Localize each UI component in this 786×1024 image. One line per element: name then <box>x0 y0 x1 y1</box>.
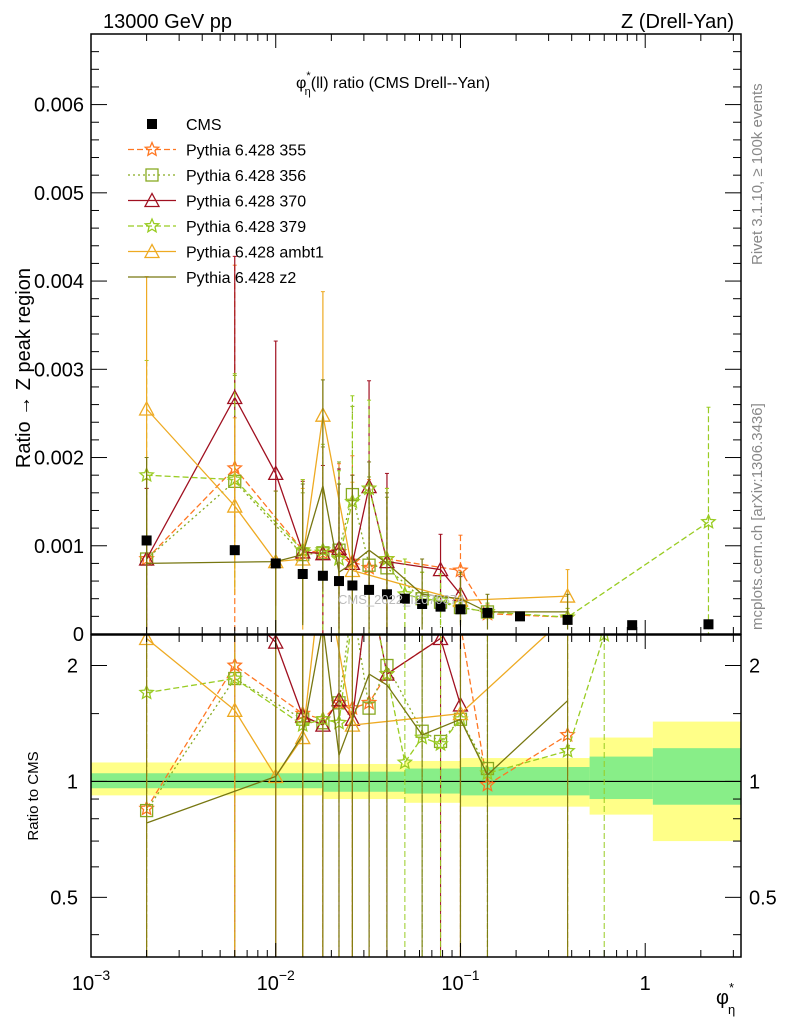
legend-label: Pythia 6.428 370 <box>186 194 306 211</box>
series-6 <box>144 379 570 634</box>
ratio-line <box>146 635 548 778</box>
uncertainty-band-inner <box>652 748 741 805</box>
y-tick-label: 0.002 <box>34 448 84 470</box>
legend-label: CMS <box>186 117 222 134</box>
x-tick-label: 10−1 <box>441 967 479 995</box>
x-tick-label: 10−2 <box>257 967 295 995</box>
data-point <box>482 607 493 618</box>
y-tick-label: 0.006 <box>34 95 84 117</box>
data-point <box>229 545 240 556</box>
uncertainty-band-inner <box>91 773 323 789</box>
ratio-line <box>267 635 462 726</box>
main-title: φ* η(ll) ratio (CMS Drell--Yan) <box>296 70 490 98</box>
series-1 <box>138 264 576 634</box>
legend-entry: Pythia 6.428 355 <box>128 140 306 160</box>
data-point <box>562 614 573 625</box>
ratio-y-tick-label: 1 <box>67 771 78 793</box>
mcplots-label: mcplots.cern.ch [arXiv:1306.3436] <box>749 403 766 630</box>
watermark: CMS_2022_I2079374 <box>338 592 465 607</box>
ratio-plot-area <box>91 635 741 957</box>
series-5 <box>138 276 576 634</box>
data-point <box>317 570 328 581</box>
ratio-point <box>432 735 449 752</box>
ratio-y-tick-label-right: 2 <box>749 655 760 677</box>
ratio-y-tick-label: 0.5 <box>50 887 78 909</box>
header-left: 13000 GeV pp <box>103 11 232 33</box>
series-line <box>146 474 709 618</box>
x-tick-label: 1 <box>640 973 651 995</box>
data-point <box>297 569 308 579</box>
legend-entry: Pythia 6.428 356 <box>128 168 306 185</box>
ratio-point <box>226 701 243 717</box>
y-tick-label: 0.005 <box>34 183 84 205</box>
data-point <box>270 558 281 569</box>
legend-marker <box>143 140 161 157</box>
data-point <box>399 593 410 604</box>
main-axes: 0 0.001 0.002 0.003 0.004 0.005 0.006 <box>34 33 741 646</box>
legend-marker <box>147 119 157 129</box>
legend-label: Pythia 6.428 356 <box>186 168 306 185</box>
main-ylabel: Ratio → Z peak region <box>13 268 35 468</box>
rivet-version-label: Rivet 3.1.10, ≥ 100k events <box>749 83 766 265</box>
legend-entry: Pythia 6.428 z2 <box>128 270 296 287</box>
ratio-panel: 0.5 0.5 1 1 2 2 10−3 10−2 10−1 1 Ratio to CMS φ* η <box>25 634 777 1017</box>
legend-marker <box>145 168 159 182</box>
legend-marker <box>143 243 161 259</box>
main-panel: 0 0.001 0.002 0.003 0.004 0.005 0.006 CMS_2022… <box>13 33 742 646</box>
ratio-panel-frame <box>90 634 742 958</box>
series-line <box>146 408 568 602</box>
ratio-y-tick-label: 2 <box>67 655 78 677</box>
legend-label: Pythia 6.428 z2 <box>186 270 296 287</box>
data-point <box>455 604 466 615</box>
data-point <box>333 576 344 587</box>
uncertainty-band-inner <box>589 756 653 800</box>
x-tick-label: 10−3 <box>72 967 110 995</box>
y-tick-label: 0.003 <box>34 359 84 381</box>
legend-label: Pythia 6.428 379 <box>186 219 306 236</box>
ratio-line <box>146 635 569 824</box>
series-line <box>146 485 568 613</box>
data-point <box>138 400 155 416</box>
data-point <box>515 611 525 622</box>
header-right: Z (Drell-Yan) <box>621 11 734 33</box>
ratio-series-5 <box>146 635 569 957</box>
data-point <box>226 497 243 513</box>
data-point <box>381 589 392 600</box>
data-point <box>141 535 152 546</box>
y-tick-label: 0.004 <box>34 271 84 293</box>
ratio-y-tick-label-right: 1 <box>749 771 760 793</box>
data-point <box>703 619 714 630</box>
y-tick-label: 0.001 <box>34 536 84 558</box>
ratio-y-tick-label-right: 0.5 <box>749 887 777 909</box>
data-point <box>347 580 358 591</box>
main-plot-area <box>138 255 717 634</box>
legend-marker <box>143 192 161 208</box>
legend-label: Pythia 6.428 355 <box>186 143 306 160</box>
data-point <box>417 599 428 609</box>
y-tick-label: 0 <box>73 624 84 646</box>
legend-marker <box>143 217 161 234</box>
series-cms <box>141 535 714 631</box>
data-point <box>364 584 375 595</box>
x-axis-label: φ* η <box>716 980 735 1017</box>
data-point <box>700 513 717 529</box>
legend-entry: Pythia 6.428 ambt1 <box>128 243 324 262</box>
ratio-point <box>396 753 414 770</box>
legend-entry: CMS <box>147 117 222 134</box>
legend-entry: Pythia 6.428 379 <box>128 217 306 236</box>
legend-entry: Pythia 6.428 370 <box>128 192 306 211</box>
data-point <box>435 601 446 612</box>
legend-label: Pythia 6.428 ambt1 <box>186 245 324 262</box>
legend: CMS Pythia 6.428 355 Pythia 6.428 356 Pythi… <box>128 117 324 287</box>
series-line <box>146 467 568 618</box>
data-point <box>267 465 284 481</box>
ratio-ylabel: Ratio to CMS <box>25 751 42 840</box>
data-point <box>627 620 638 631</box>
ratio-axes: 0.5 0.5 1 1 2 2 10−3 10−2 10−1 1 <box>50 635 777 995</box>
